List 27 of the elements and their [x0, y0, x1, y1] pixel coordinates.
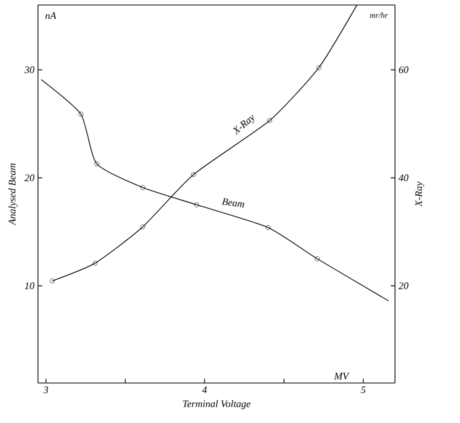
point: [92, 260, 98, 266]
point: [140, 224, 146, 230]
y-tick-label: 20: [24, 174, 34, 182]
y2-axis-title: X-Ray: [415, 182, 424, 207]
annotation: MV: [334, 372, 350, 380]
y-axis-title: Analysed Beam: [8, 163, 18, 226]
point: [266, 225, 270, 230]
y2-tick-label: 60: [398, 66, 408, 74]
y2-tick-label: 20: [398, 282, 408, 290]
point: [267, 118, 272, 123]
y2-tick-label: 40: [398, 174, 408, 182]
x-tick-label: 5: [360, 386, 366, 394]
point: [140, 185, 146, 190]
annotation: nA: [45, 12, 56, 19]
x-axis-title: Terminal Voltage: [183, 400, 250, 410]
annotation: mr/hr: [370, 12, 388, 18]
point: [314, 256, 320, 262]
text: Beam: [222, 198, 244, 208]
point: [194, 202, 200, 208]
y-tick-label: 30: [24, 66, 34, 74]
point: [191, 172, 196, 177]
x-tick-label: 3: [43, 386, 48, 394]
x-tick-label: 4: [202, 386, 207, 394]
y-tick-label: 10: [24, 282, 34, 290]
point: [78, 112, 84, 116]
point: [94, 161, 100, 166]
point: [316, 65, 322, 70]
